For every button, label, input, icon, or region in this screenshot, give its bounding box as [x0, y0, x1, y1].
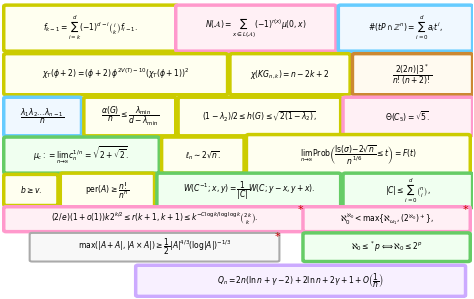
- FancyBboxPatch shape: [176, 5, 336, 51]
- FancyBboxPatch shape: [178, 97, 341, 136]
- FancyBboxPatch shape: [4, 54, 228, 95]
- FancyBboxPatch shape: [303, 207, 470, 232]
- FancyBboxPatch shape: [162, 137, 244, 173]
- Text: $\mathrm{per}(A)\geq\dfrac{n!}{n^n}$: $\mathrm{per}(A)\geq\dfrac{n!}{n^n}$: [85, 180, 130, 201]
- FancyBboxPatch shape: [353, 54, 473, 95]
- FancyBboxPatch shape: [4, 5, 178, 51]
- FancyBboxPatch shape: [60, 173, 155, 208]
- Text: $\aleph_0^{\aleph_0}<\max\{\aleph_{\omega_1},(2^{\aleph_0})^+\},$: $\aleph_0^{\aleph_0}<\max\{\aleph_{\omeg…: [340, 212, 433, 227]
- Text: $W(C^{-1};x,y)=\dfrac{1}{|C|}W(C;y-x,y+x).$: $W(C^{-1};x,y)=\dfrac{1}{|C|}W(C;y-x,y+x…: [182, 179, 315, 202]
- FancyBboxPatch shape: [157, 173, 341, 208]
- Text: $\Theta(C_5)=\sqrt{5}.$: $\Theta(C_5)=\sqrt{5}.$: [385, 109, 430, 124]
- Text: $\dfrac{\alpha(G)}{n}\leq\dfrac{\lambda_{\min}}{d-\lambda_{\min}}$: $\dfrac{\alpha(G)}{n}\leq\dfrac{\lambda_…: [100, 105, 159, 128]
- Text: $\#(tP\cap\mathbb{Z}^n)=\sum_{i=0}^{d}a_it^i,$: $\#(tP\cap\mathbb{Z}^n)=\sum_{i=0}^{d}a_…: [368, 14, 443, 42]
- FancyBboxPatch shape: [4, 207, 305, 232]
- FancyBboxPatch shape: [343, 173, 473, 208]
- Text: *: *: [298, 205, 303, 216]
- FancyBboxPatch shape: [30, 233, 279, 262]
- FancyBboxPatch shape: [4, 174, 58, 205]
- Text: $\max(|A+A|,|A\times A|)\geq\dfrac{1}{2}|A|^{4/3}(\log|A|)^{-1/3}$: $\max(|A+A|,|A\times A|)\geq\dfrac{1}{2}…: [78, 237, 231, 257]
- Text: $\lim_{n\to\infty}\mathrm{Prob}\left(\dfrac{\mathrm{ls}(\sigma)-2\sqrt{n}}{n^{1/: $\lim_{n\to\infty}\mathrm{Prob}\left(\df…: [300, 144, 417, 167]
- FancyBboxPatch shape: [4, 137, 159, 173]
- FancyBboxPatch shape: [4, 97, 82, 136]
- Text: $\chi(KG_{n,k})=n-2k+2$: $\chi(KG_{n,k})=n-2k+2$: [250, 68, 330, 81]
- Text: $\mu_c:=\lim_{n\to\infty}c_n^{1/n}=\sqrt{2+\sqrt{2}}.$: $\mu_c:=\lim_{n\to\infty}c_n^{1/n}=\sqrt…: [33, 144, 130, 166]
- FancyBboxPatch shape: [84, 97, 176, 136]
- Text: $\dfrac{2(2n)|3^*}{n!(n+2)!}$: $\dfrac{2(2n)|3^*}{n!(n+2)!}$: [392, 62, 433, 87]
- Text: $b\geq v.$: $b\geq v.$: [20, 184, 42, 196]
- Text: $f_{k-1} = \sum_{i=k}^{d}(-1)^{d-i}\binom{i}{k}f_{i-1}.$: $f_{k-1} = \sum_{i=k}^{d}(-1)^{d-i}\bino…: [44, 14, 138, 42]
- Text: $Q_n=2n(\ln n+\gamma-2)+2\ln n+2\gamma+1+O\left(\dfrac{1}{n}\right)$: $Q_n=2n(\ln n+\gamma-2)+2\ln n+2\gamma+1…: [218, 271, 384, 290]
- Text: $\ell_n\sim 2\sqrt{n}.$: $\ell_n\sim 2\sqrt{n}.$: [185, 149, 221, 161]
- FancyBboxPatch shape: [303, 233, 470, 262]
- FancyBboxPatch shape: [136, 265, 465, 296]
- Text: $(2/e)(1+o(1))k2^{k/2}\leq r(k+1,k+1)\leq k^{-C\log k/\log\log k}\binom{2k}{k}.$: $(2/e)(1+o(1))k2^{k/2}\leq r(k+1,k+1)\le…: [51, 211, 258, 227]
- Text: $\dfrac{\lambda_1\lambda_2\ldots\lambda_{n-1}}{n}$: $\dfrac{\lambda_1\lambda_2\ldots\lambda_…: [20, 106, 65, 126]
- Text: $(1-\lambda_2)/2\leq h(G)\leq\sqrt{2(1-\lambda_2)},$: $(1-\lambda_2)/2\leq h(G)\leq\sqrt{2(1-\…: [202, 109, 317, 124]
- Text: $|C|\leq\sum_{i=0}^{d}\binom{n}{i},$: $|C|\leq\sum_{i=0}^{d}\binom{n}{i},$: [385, 176, 431, 205]
- Text: *: *: [274, 232, 280, 242]
- FancyBboxPatch shape: [338, 5, 473, 51]
- FancyBboxPatch shape: [343, 97, 473, 136]
- Text: $N(\mathcal{A}) = \sum_{x\in L(\mathcal{A})}(-1)^{r(x)}\mu(0,x)$: $N(\mathcal{A}) = \sum_{x\in L(\mathcal{…: [205, 16, 307, 40]
- FancyBboxPatch shape: [246, 135, 470, 176]
- Text: $\chi_T(\phi+2)=(\phi+2)\,\phi^{2V(T)-10}(\chi_T(\phi+1))^2$: $\chi_T(\phi+2)=(\phi+2)\,\phi^{2V(T)-10…: [42, 67, 189, 81]
- Text: $\aleph_0\leq^* p\Longleftrightarrow\aleph_0\leq 2^p$: $\aleph_0\leq^* p\Longleftrightarrow\ale…: [351, 240, 422, 254]
- FancyBboxPatch shape: [230, 54, 350, 95]
- Text: *: *: [463, 205, 468, 216]
